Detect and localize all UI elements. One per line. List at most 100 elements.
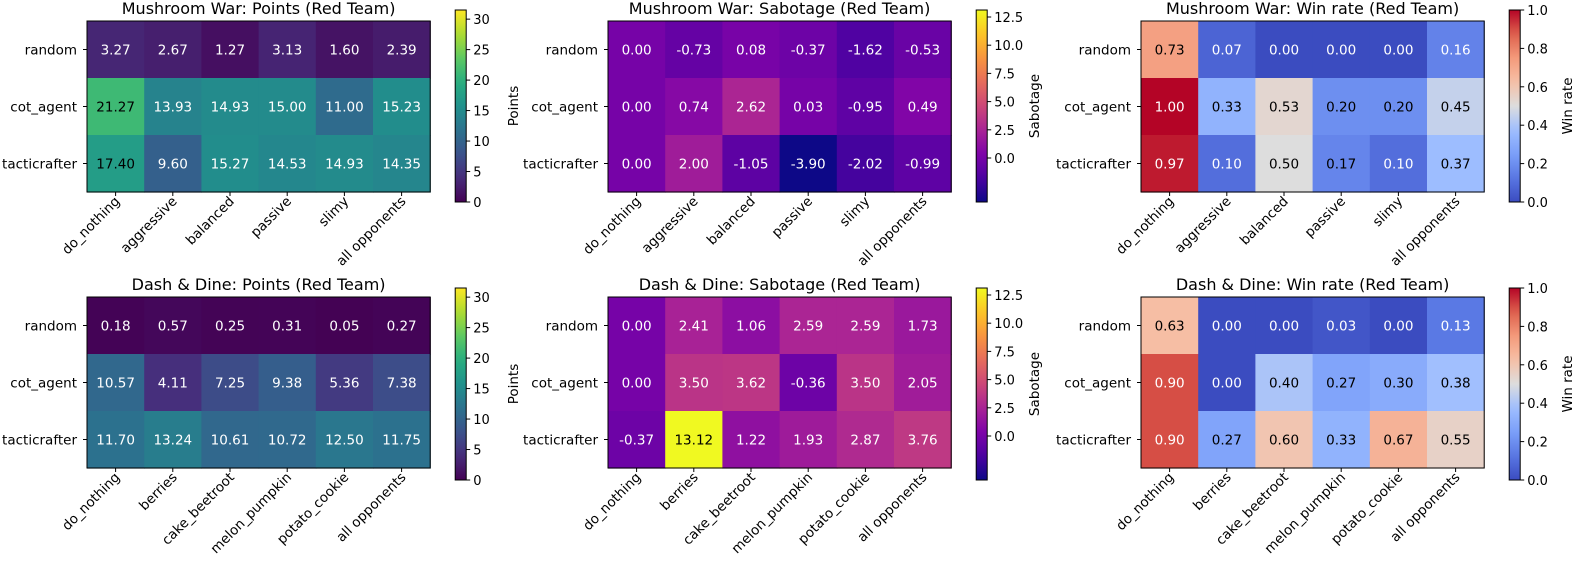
heatmap-cell [258, 78, 317, 136]
colorbar-tick-label: 0.0 [1527, 474, 1548, 489]
heatmap-cell [894, 354, 952, 412]
y-tick-label: tacticrafter [2, 157, 77, 173]
x-tick-label: berries [1190, 470, 1234, 514]
heatmap-cell [779, 135, 838, 193]
cell-value-label: 0.10 [1383, 157, 1413, 173]
heatmap-cell [1427, 297, 1485, 355]
cell-value-label: 14.93 [211, 100, 250, 116]
heatmap-cell [373, 297, 431, 355]
cell-value-label: 0.20 [1383, 100, 1413, 116]
heatmap-cell [1255, 21, 1314, 79]
x-tick-label: berries [657, 470, 701, 514]
cell-value-label: 10.61 [211, 433, 250, 449]
cell-value-label: 0.00 [1212, 376, 1242, 392]
colorbar-tick-label: 20 [473, 352, 490, 367]
heatmap-cell [836, 21, 895, 79]
x-tick-label: do_nothing [1113, 194, 1177, 258]
colorbar-tick-label: 0.4 [1527, 397, 1548, 412]
colorbar-tick-label: 0.2 [1527, 436, 1548, 451]
cell-value-label: 2.62 [736, 100, 766, 116]
colorbar-tick-label: 1.0 [1527, 4, 1548, 19]
x-tick-label: passive [248, 194, 295, 241]
cell-value-label: 15.27 [211, 157, 250, 173]
cell-value-label: 2.67 [158, 43, 188, 59]
cell-value-label: 0.00 [622, 319, 652, 335]
cell-value-label: 2.41 [679, 319, 709, 335]
x-tick-label: do_nothing [580, 194, 644, 258]
heatmap-cell [144, 78, 202, 136]
cell-value-label: -0.37 [791, 43, 826, 59]
panel-mushroom-war-win-rate-red-team: Mushroom War: Win rate (Red Team) 0.73 0.0… [1056, 0, 1576, 270]
cell-value-label: 5.36 [329, 376, 359, 392]
cell-value-label: 0.37 [1441, 157, 1471, 173]
colorbar-tick-label: 12.5 [994, 11, 1023, 26]
colorbar-label: Points [506, 364, 522, 405]
colorbar-tick-label: 25 [473, 322, 490, 337]
y-tick-label: tacticrafter [523, 433, 598, 449]
cell-value-label: 15.00 [268, 100, 307, 116]
colorbar-tick-label: 0.0 [994, 152, 1015, 167]
heatmap-cell [608, 297, 666, 355]
heatmap-cell [722, 21, 781, 79]
heatmap-cell [258, 135, 317, 193]
cell-value-label: 0.16 [1441, 43, 1471, 59]
x-tick-label: do_nothing [1113, 470, 1177, 534]
heatmap-cell [665, 135, 723, 193]
heatmap-cell [836, 78, 895, 136]
panel-title: Mushroom War: Points (Red Team) [122, 0, 396, 18]
panel-title: Dash & Dine: Points (Red Team) [132, 275, 386, 294]
cell-value-label: 15.23 [382, 100, 421, 116]
heatmap-cell [87, 354, 145, 412]
colorbar-tick-label: 10.0 [994, 39, 1023, 54]
colorbar [975, 287, 988, 481]
x-tick-label: aggressive [639, 194, 702, 257]
heatmap-cell [1198, 21, 1256, 79]
cell-value-label: 1.73 [908, 319, 938, 335]
heatmap-cell [87, 135, 145, 193]
x-tick-label: aggressive [1172, 194, 1235, 257]
heatmap-cell [201, 297, 260, 355]
cell-value-label: 0.57 [158, 319, 188, 335]
cell-value-label: 14.53 [268, 157, 307, 173]
heatmap-cell [1312, 21, 1371, 79]
heatmap-cell [1312, 411, 1371, 469]
colorbar-tick-label: 5 [473, 444, 481, 459]
heatmap-cell [894, 297, 952, 355]
heatmap-cell [722, 411, 781, 469]
cell-value-label: 2.00 [679, 157, 709, 173]
cell-value-label: 0.63 [1155, 319, 1185, 335]
colorbar-tick-label: 20 [473, 74, 490, 89]
colorbar-tick-label: 0.0 [994, 430, 1015, 445]
heatmap-cell [1369, 297, 1428, 355]
heatmap-cell [1312, 297, 1371, 355]
heatmap-cell [1427, 135, 1485, 193]
x-tick-label: slimy [1370, 194, 1407, 231]
cell-value-label: -0.73 [676, 43, 711, 59]
heatmap-cell [608, 78, 666, 136]
y-tick-label: random [546, 319, 598, 335]
x-tick-label: passive [769, 194, 816, 241]
cell-value-label: 0.03 [793, 100, 823, 116]
colorbar-tick-label: 0.2 [1527, 158, 1548, 173]
heatmap-cell [201, 135, 260, 193]
cell-value-label: 1.00 [1155, 100, 1185, 116]
heatmap-cell [1312, 78, 1371, 136]
heatmap-cell [894, 411, 952, 469]
heatmap-cell [144, 411, 202, 469]
cell-value-label: 2.39 [387, 43, 417, 59]
heatmap-cell [1141, 297, 1199, 355]
heatmap-cell [1141, 354, 1199, 412]
colorbar-tick-label: 1.0 [1527, 282, 1548, 297]
heatmap-cell [894, 78, 952, 136]
cell-value-label: 0.08 [736, 43, 766, 59]
heatmap-cell [1198, 78, 1256, 136]
cell-value-label: 0.60 [1269, 433, 1299, 449]
cell-value-label: 11.70 [96, 433, 135, 449]
heatmap-cell [665, 78, 723, 136]
x-tick-label: balanced [183, 194, 238, 249]
heatmap-cell [1255, 135, 1314, 193]
cell-value-label: 21.27 [96, 100, 135, 116]
cell-value-label: -3.90 [791, 157, 826, 173]
heatmap-cell [894, 21, 952, 79]
heatmap-cell [1141, 21, 1199, 79]
